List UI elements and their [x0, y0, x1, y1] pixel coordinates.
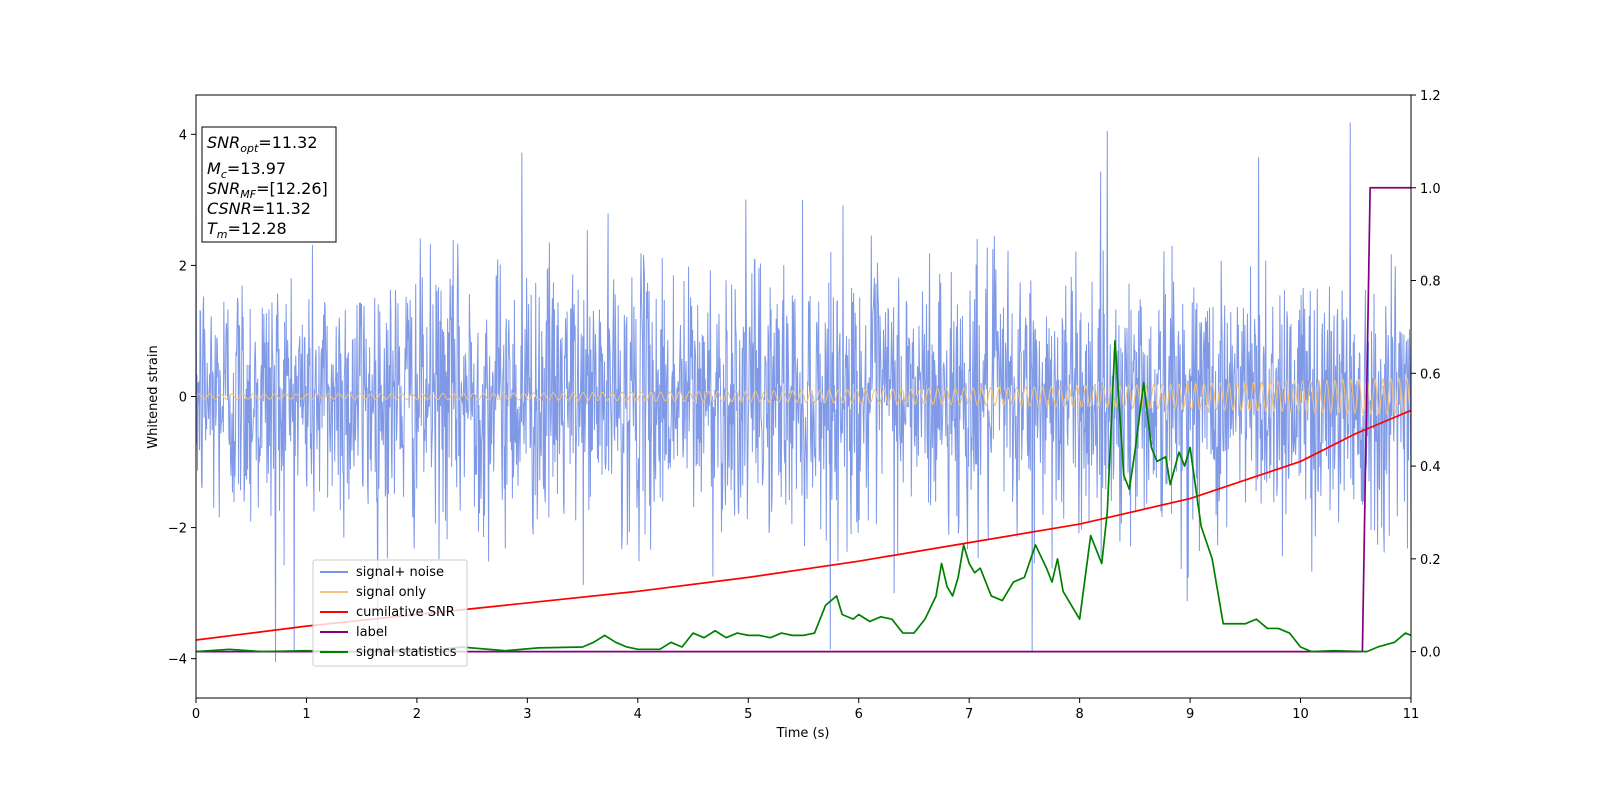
y2-tick-label: 0.6: [1420, 367, 1441, 382]
x-tick-label: 2: [413, 707, 421, 722]
series-label: [196, 186, 1411, 653]
annotation-snr-mf: SNRMF=[12.26]: [207, 179, 328, 201]
signal-statistics-line: [195, 339, 1412, 653]
series-signal-statistics: [195, 339, 1412, 653]
annotation-tm-sub: m: [217, 228, 228, 241]
x-tick-label: 5: [744, 707, 752, 722]
annotation-mc: Mc=13.97: [207, 159, 286, 181]
annotation-snr-opt-value: =11.32: [258, 133, 317, 152]
annotation-tm-value: =12.28: [228, 219, 287, 238]
annotation-frame: [201, 126, 337, 243]
y-axis-label: Whitened strain: [146, 345, 161, 448]
annotation-mc-value: =13.97: [227, 159, 286, 178]
x-tick-label: 4: [634, 707, 642, 722]
signal-noise-line: [195, 122, 1412, 662]
legend: signal+ noise signal only cumilative SNR…: [312, 559, 468, 667]
label-line: [196, 186, 1411, 653]
y2-axis-ticks: 1.2 1.0 0.8 0.6 0.4 0.2 0.0: [1411, 89, 1441, 661]
annotation-tm-base: T: [207, 219, 218, 238]
signal-only-line: [195, 377, 1412, 416]
legend-label-signal-only: signal only: [356, 585, 426, 600]
x-tick-label: 3: [523, 707, 531, 722]
series-signal-only: [195, 377, 1412, 416]
x-tick-label: 10: [1292, 707, 1309, 722]
y-tick-label: −2: [168, 522, 187, 537]
y-tick-label: −4: [168, 653, 187, 668]
x-tick-label: 1: [302, 707, 310, 722]
y2-tick-label: 0.2: [1420, 553, 1441, 568]
y2-tick-label: 1.2: [1420, 89, 1441, 104]
y2-tick-label: 0.4: [1420, 460, 1441, 475]
y-tick-label: 0: [179, 391, 187, 406]
legend-label-signal-noise: signal+ noise: [356, 565, 444, 580]
y2-tick-label: 0.8: [1420, 275, 1441, 290]
x-tick-label: 7: [965, 707, 973, 722]
annotation-csnr-value: =11.32: [252, 199, 311, 218]
y-tick-label: 4: [179, 128, 187, 143]
annotation-snr-opt-base: SNR: [207, 133, 240, 152]
y2-tick-label: 0.0: [1420, 646, 1441, 661]
annotation-csnr-base: CSNR: [207, 199, 252, 218]
y2-tick-label: 1.0: [1420, 182, 1441, 197]
x-tick-label: 6: [855, 707, 863, 722]
annotation-box: SNRopt=11.32 Mc=13.97 SNRMF=[12.26] CSNR…: [201, 126, 337, 243]
legend-label-signal-statistics: signal statistics: [356, 645, 457, 660]
annotation-snr-mf-base: SNR: [207, 179, 240, 198]
legend-label-label: label: [356, 625, 387, 640]
annotation-tm: Tm=12.28: [207, 219, 287, 241]
annotation-snr-mf-sub: MF: [240, 188, 256, 201]
annotation-snr-opt-sub: opt: [240, 142, 259, 155]
annotation-mc-base: M: [207, 159, 221, 178]
series-signal-noise: [195, 122, 1412, 662]
x-tick-label: 8: [1075, 707, 1083, 722]
annotation-csnr: CSNR=11.32: [207, 199, 311, 218]
y-axis-ticks: 4 2 0 −2 −4: [168, 128, 196, 668]
annotation-snr-opt: SNRopt=11.32: [207, 133, 318, 155]
x-tick-label: 9: [1186, 707, 1194, 722]
annotation-snr-mf-value: =[12.26]: [256, 179, 328, 198]
y-tick-label: 2: [179, 259, 187, 274]
x-axis-label: Time (s): [776, 726, 830, 741]
annotation-mc-sub: c: [221, 168, 227, 181]
x-axis-ticks: 0 1 2 3 4 5 6 7 8 9 10 11: [192, 698, 1419, 722]
x-tick-label: 11: [1403, 707, 1420, 722]
legend-frame: [312, 559, 468, 667]
legend-label-cumilative-snr: cumilative SNR: [356, 605, 455, 620]
x-tick-label: 0: [192, 707, 200, 722]
